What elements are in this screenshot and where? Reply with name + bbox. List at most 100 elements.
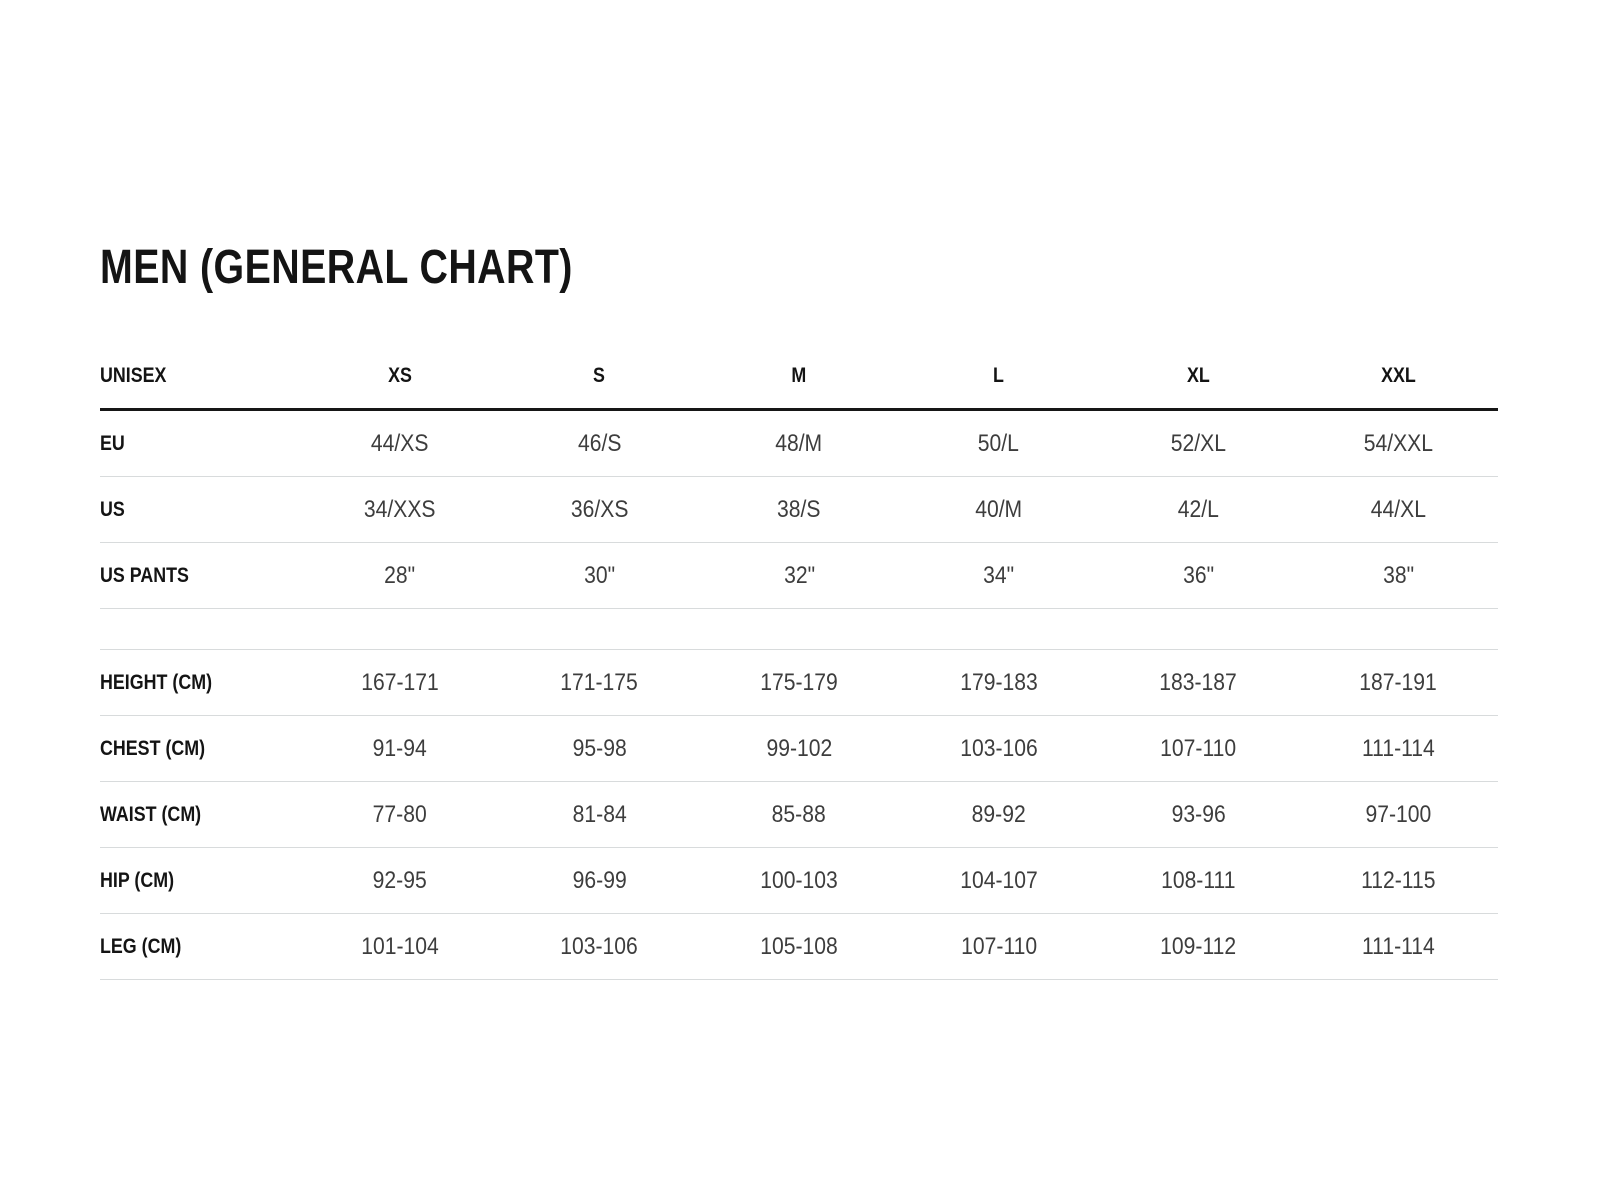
row-label-us-pants-text: US PANTS [100, 563, 189, 587]
spacer-row [100, 608, 1498, 650]
spacer-cell [100, 608, 1498, 650]
cell-value: 34" [983, 561, 1015, 589]
cell-value: 103-106 [560, 932, 639, 960]
cell-value: 30" [583, 561, 615, 589]
row-label-eu-text: EU [100, 431, 125, 455]
cell-value: 92-95 [372, 866, 427, 894]
cell-value: 104-107 [960, 866, 1038, 894]
table-cell: 34/XXS [300, 476, 500, 543]
table-cell: 93-96 [1098, 781, 1299, 848]
cell-value: 38/S [777, 495, 821, 523]
cell-value: 105-108 [760, 932, 838, 960]
cell-value: 107-110 [1160, 734, 1237, 762]
cell-value: 50/L [978, 429, 1020, 457]
row-label-eu: EU [100, 409, 300, 477]
table-row-hip: HIP (CM) 92-95 96-99 100-103 104-107 108… [100, 847, 1498, 914]
table-cell: 91-94 [300, 715, 500, 782]
cell-value: 44/XS [371, 429, 429, 457]
cell-value: 109-112 [1160, 932, 1237, 960]
column-header-unisex-label: UNISEX [100, 364, 167, 387]
table-cell: 112-115 [1298, 847, 1498, 914]
table-cell: 32" [699, 542, 899, 609]
table-cell: 105-108 [699, 913, 899, 980]
cell-value: 85-88 [772, 800, 827, 828]
table-cell: 99-102 [699, 715, 899, 782]
header-row: UNISEX XS S M L XL XXL [100, 318, 1498, 411]
cell-value: 91-94 [372, 734, 427, 762]
table-cell: 175-179 [699, 649, 899, 716]
table-cell: 40/M [898, 476, 1099, 543]
table-cell: 108-111 [1098, 847, 1299, 914]
column-header-unisex: UNISEX [100, 318, 300, 411]
table-cell: 44/XL [1298, 476, 1498, 543]
table-cell: 48/M [699, 409, 899, 477]
row-label-height: HEIGHT (CM) [100, 649, 300, 716]
table-cell: 54/XXL [1298, 409, 1498, 477]
table-cell: 50/L [898, 409, 1099, 477]
cell-value: 54/XXL [1363, 429, 1433, 457]
cell-value: 100-103 [760, 866, 838, 894]
cell-value: 108-111 [1161, 866, 1236, 894]
table-cell: 96-99 [499, 847, 700, 914]
cell-value: 28" [384, 561, 416, 589]
cell-value: 81-84 [572, 800, 627, 828]
column-header-xs-label: XS [387, 364, 412, 387]
table-row-us-pants: US PANTS 28" 30" 32" 34" 36" 38" [100, 542, 1498, 609]
table-cell: 111-114 [1298, 913, 1498, 980]
table-cell: 107-110 [898, 913, 1099, 980]
column-header-m-label: M [791, 364, 807, 387]
table-cell: 187-191 [1298, 649, 1498, 716]
table-cell: 100-103 [699, 847, 899, 914]
cell-value: 103-106 [960, 734, 1038, 762]
row-label-us-text: US [100, 497, 125, 521]
table-cell: 101-104 [300, 913, 500, 980]
table-cell: 179-183 [898, 649, 1099, 716]
row-label-waist: WAIST (CM) [100, 781, 300, 848]
table-cell: 107-110 [1098, 715, 1299, 782]
table-cell: 89-92 [898, 781, 1099, 848]
cell-value: 48/M [775, 429, 823, 457]
row-label-us-pants: US PANTS [100, 542, 300, 609]
column-header-xl-label: XL [1187, 364, 1210, 387]
column-header-xxl: XXL [1298, 318, 1498, 411]
table-cell: 28" [300, 542, 500, 609]
column-header-xxl-label: XXL [1380, 364, 1416, 387]
table-cell: 111-114 [1298, 715, 1498, 782]
table-cell: 36/XS [499, 476, 700, 543]
cell-value: 171-175 [560, 668, 639, 696]
table-cell: 109-112 [1098, 913, 1299, 980]
cell-value: 112-115 [1360, 866, 1436, 894]
table-cell: 92-95 [300, 847, 500, 914]
cell-value: 107-110 [960, 932, 1037, 960]
table-cell: 42/L [1098, 476, 1299, 543]
cell-value: 52/XL [1170, 429, 1227, 457]
table-cell: 36" [1098, 542, 1299, 609]
row-label-leg: LEG (CM) [100, 913, 300, 980]
table-cell: 171-175 [499, 649, 700, 716]
row-label-hip: HIP (CM) [100, 847, 300, 914]
column-header-xl: XL [1098, 318, 1299, 411]
table-cell: 46/S [499, 409, 700, 477]
cell-value: 179-183 [960, 668, 1038, 696]
cell-value: 111-114 [1361, 734, 1435, 762]
table-row-us: US 34/XXS 36/XS 38/S 40/M 42/L 44/XL [100, 476, 1498, 543]
row-label-height-text: HEIGHT (CM) [100, 670, 213, 694]
table-cell: 30" [499, 542, 700, 609]
cell-value: 42/L [1177, 495, 1220, 523]
cell-value: 99-102 [766, 734, 833, 762]
table-cell: 167-171 [300, 649, 500, 716]
size-chart-table: UNISEX XS S M L XL XXL EU 44/XS 46/S 48/… [100, 318, 1498, 980]
cell-value: 96-99 [572, 866, 627, 894]
table-cell: 103-106 [499, 913, 700, 980]
cell-value: 36" [1182, 561, 1214, 589]
cell-value: 77-80 [372, 800, 427, 828]
column-header-xs: XS [300, 318, 500, 411]
column-header-s: S [499, 318, 700, 411]
table-cell: 81-84 [499, 781, 700, 848]
cell-value: 36/XS [570, 495, 629, 523]
cell-value: 44/XL [1370, 495, 1426, 523]
table-row-leg: LEG (CM) 101-104 103-106 105-108 107-110… [100, 913, 1498, 980]
row-label-chest: CHEST (CM) [100, 715, 300, 782]
table-row-eu: EU 44/XS 46/S 48/M 50/L 52/XL 54/XXL [100, 409, 1498, 477]
